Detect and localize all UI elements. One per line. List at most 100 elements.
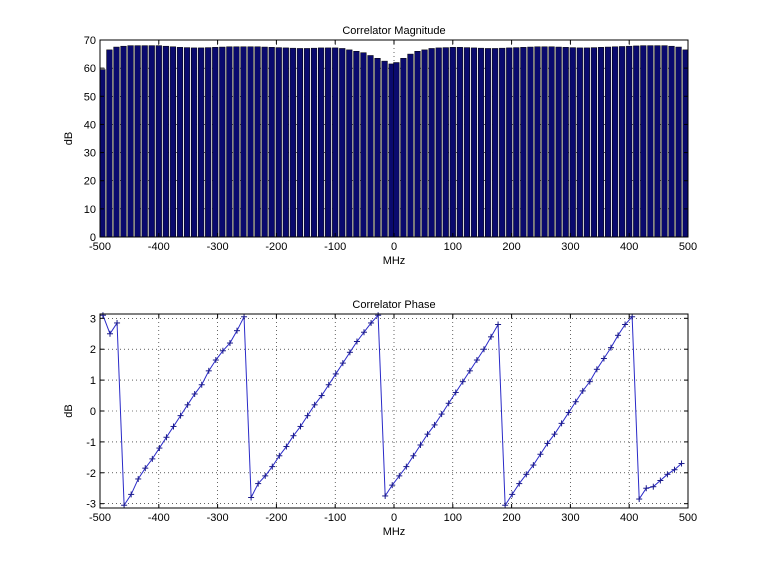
bar [456,47,463,238]
data-point [375,312,382,319]
bar [191,47,198,238]
data-point [269,463,276,470]
bar [442,47,449,238]
bar [106,49,113,238]
data-point [149,455,156,462]
data-point [241,313,248,320]
bar [421,49,428,238]
data-point [163,434,170,441]
y-tick-label: 30 [84,148,96,160]
bar [668,45,675,238]
bar [393,62,400,238]
data-point [502,502,509,509]
data-point [121,502,128,509]
data-point [509,491,516,498]
data-point [600,355,607,362]
data-point [438,411,445,418]
data-point [142,465,149,472]
data-point [586,378,593,385]
data-point [558,420,565,427]
bar [310,47,318,238]
bar [407,53,414,238]
data-point [177,412,184,419]
bar [219,46,226,238]
bar [661,45,668,238]
bar [414,51,421,238]
data-point [368,319,375,326]
data-point [452,389,459,396]
data-point [417,441,424,448]
y-tick-label: 2 [90,344,96,356]
data-point [636,496,643,503]
bar [233,46,240,238]
bar [353,51,360,238]
bar [604,46,612,238]
bar [296,48,303,238]
data-point [198,381,205,388]
bar [212,47,219,238]
data-point [495,321,502,328]
bar [626,45,633,238]
x-tick-label: -200 [265,241,287,253]
data-point [607,344,614,351]
x-tick-label: -500 [89,241,111,253]
data-point [205,367,212,374]
bar [169,46,176,238]
data-point [311,401,318,408]
data-point [523,471,530,478]
y-tick-label: -2 [86,468,96,480]
bar [527,46,534,238]
x-tick-label: -400 [148,241,170,253]
x-tick-label: 500 [679,241,697,253]
bar [576,47,583,238]
data-point [445,400,452,407]
x-tick-label: 200 [502,512,520,524]
data-point [255,480,262,487]
data-point [480,346,487,353]
data-point [99,312,106,319]
x-tick-label: -300 [207,241,229,253]
y-axis-label: dB [63,404,75,417]
data-point [579,387,586,394]
bar [492,48,499,238]
y-tick-label: -3 [86,499,96,511]
bar [463,47,470,238]
bar [548,46,555,238]
bar [428,48,435,238]
bar [435,47,442,238]
x-tick-label: 400 [620,241,638,253]
bar [499,47,506,238]
bar [113,46,120,238]
bar [162,45,169,238]
data-point [361,329,368,336]
bar [541,46,548,238]
data-point [572,398,579,405]
data-point [262,472,269,479]
bar [254,46,261,238]
bar [675,46,682,238]
bar [534,46,541,238]
y-tick-label: 20 [84,176,96,188]
bar [619,46,626,238]
bar [261,46,268,238]
bar [477,47,485,238]
data-point [473,357,480,364]
y-tick-label: 70 [84,35,96,47]
data-point [615,332,622,339]
x-tick-label: -400 [148,512,170,524]
bar [400,58,407,238]
y-tick-label: 60 [84,63,96,75]
x-tick-label: 200 [502,241,520,253]
data-point [297,423,304,430]
x-tick-label: 400 [620,512,638,524]
data-point [248,494,255,501]
bar [289,47,296,238]
bar [346,49,353,238]
bar [555,46,562,238]
bar [183,47,191,238]
bar [583,47,590,238]
y-tick-label: 1 [90,375,96,387]
x-axis-label: MHz [383,255,406,267]
bar [470,47,478,238]
